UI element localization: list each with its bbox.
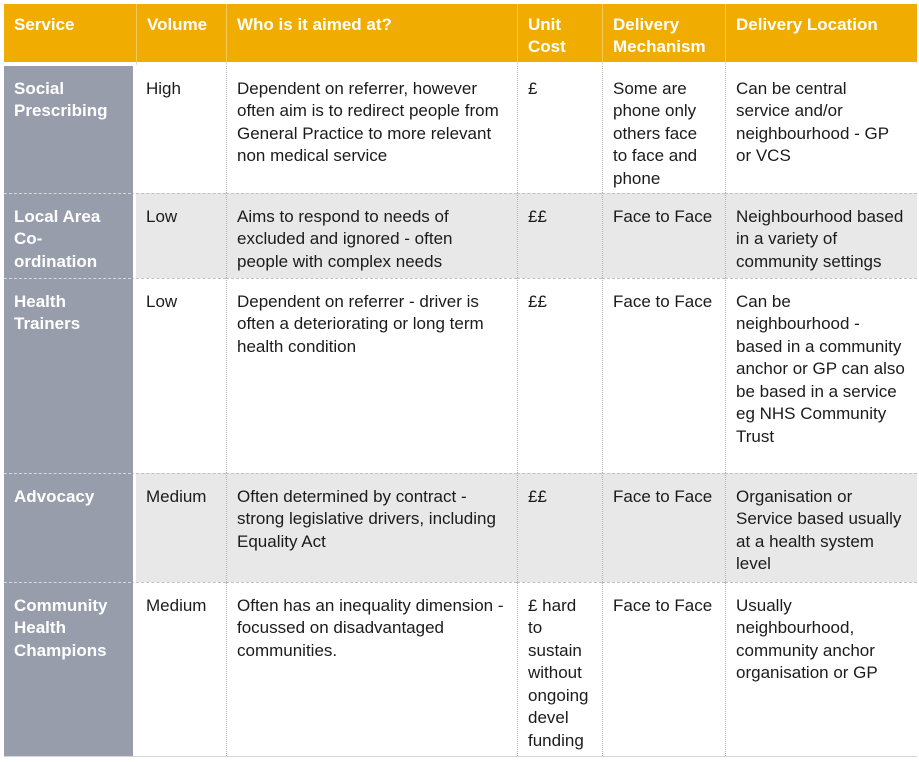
cell-volume: Medium (136, 582, 226, 756)
cell-delivery-location: Can be central service and/or neighbourh… (725, 66, 917, 193)
cell-volume: Low (136, 193, 226, 278)
row-service-name: Social Prescribing (4, 66, 136, 193)
row-service-name: Local Area Co-ordination (4, 193, 136, 278)
cell-unit-cost: ££ (517, 193, 602, 278)
cell-unit-cost: ££ (517, 473, 602, 582)
cell-delivery-mechanism: Face to Face (602, 582, 725, 756)
cell-volume: Medium (136, 473, 226, 582)
header-cell-who-aimed-at: Who is it aimed at? (226, 4, 517, 66)
cell-delivery-mechanism: Face to Face (602, 278, 725, 473)
cell-volume: High (146, 79, 181, 98)
header-cell-volume: Volume (136, 4, 226, 66)
cell-volume: Low (136, 278, 226, 473)
cell-delivery-mechanism: Some are phone only others face to face … (602, 66, 725, 193)
header-cell-unit-cost: Unit Cost (517, 4, 602, 66)
cell-audience: Aims to respond to needs of excluded and… (226, 193, 517, 278)
cell-audience: Dependent on referrer - driver is often … (226, 278, 517, 473)
row-service-name: Community Health Champions (4, 582, 136, 756)
cell-unit-cost: £ hard to sustain without ongoing devel … (517, 582, 602, 756)
row-service-name: Advocacy (4, 473, 136, 582)
services-comparison-table: Service Volume Who is it aimed at? Unit … (4, 4, 917, 757)
cell-audience: Dependent on referrer, however often aim… (226, 66, 517, 193)
cell-audience: Often determined by contract - strong le… (226, 473, 517, 582)
header-cell-service: Service (4, 4, 136, 66)
header-cell-delivery-mechanism: Delivery Mechanism (602, 4, 725, 66)
cell-delivery-location: Organisation or Service based usually at… (725, 473, 917, 582)
row-service-name: Health Trainers (4, 278, 136, 473)
cell-audience: Often has an inequality dimension - focu… (226, 582, 517, 756)
header-cell-delivery-location: Delivery Location (725, 4, 917, 66)
cell-delivery-location: Usually neighbourhood, community anchor … (725, 582, 917, 756)
cell-delivery-location: Can be neighbourhood - based in a commun… (725, 278, 917, 473)
cell-delivery-mechanism: Face to Face (602, 473, 725, 582)
cell-delivery-location: Neighbourhood based in a variety of comm… (725, 193, 917, 278)
cell-unit-cost: £ (517, 66, 602, 193)
cell-unit-cost: ££ (517, 278, 602, 473)
cell-delivery-mechanism: Face to Face (602, 193, 725, 278)
